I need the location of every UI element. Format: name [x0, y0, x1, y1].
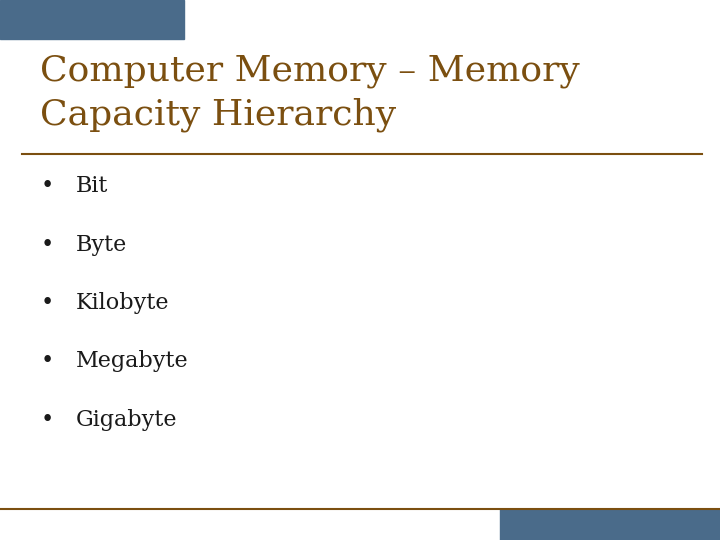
- Text: Megabyte: Megabyte: [76, 350, 188, 372]
- Bar: [0, 0, 184, 39]
- Text: •: •: [40, 292, 53, 314]
- Text: •: •: [40, 350, 53, 372]
- Text: •: •: [40, 409, 53, 430]
- Text: •: •: [40, 234, 53, 255]
- Text: Gigabyte: Gigabyte: [76, 409, 177, 430]
- Text: Kilobyte: Kilobyte: [76, 292, 169, 314]
- Text: Computer Memory – Memory
Capacity Hierarchy: Computer Memory – Memory Capacity Hierar…: [40, 54, 580, 132]
- Bar: [500, 509, 720, 540]
- Text: Byte: Byte: [76, 234, 127, 255]
- Text: Bit: Bit: [76, 176, 108, 197]
- Text: •: •: [40, 176, 53, 197]
